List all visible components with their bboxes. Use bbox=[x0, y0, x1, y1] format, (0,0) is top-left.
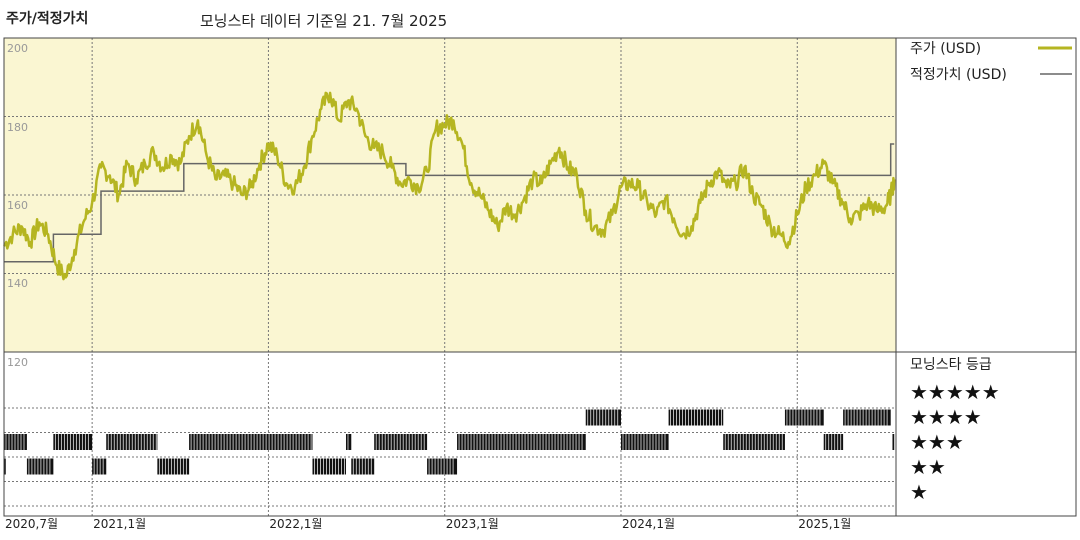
rating-segment-3-stars bbox=[620, 434, 669, 450]
chart-series bbox=[3, 91, 896, 281]
rating-segment-3-stars bbox=[723, 434, 785, 450]
x-axis-ticks: 2020,7월 2021,1월 2022,1월 2023,1월 2024,1월 2025,… bbox=[5, 517, 851, 531]
rating-segment-3-stars bbox=[457, 434, 586, 450]
chart-frame bbox=[3, 37, 1077, 517]
rating-legend-2-stars: ★★ bbox=[910, 455, 946, 479]
rating-bar bbox=[620, 434, 669, 450]
rating-bar bbox=[823, 434, 844, 450]
rating-segment-2-stars bbox=[4, 458, 6, 475]
rating-segment-4-stars bbox=[585, 409, 621, 426]
y-axis-ticks: 200 180 160 140 120 bbox=[7, 42, 28, 369]
rating-legend-4-stars: ★★★★ bbox=[910, 405, 982, 429]
rating-legend-1-star: ★ bbox=[910, 480, 928, 504]
rating-segment-3-stars bbox=[892, 434, 895, 450]
rating-segment-3-stars bbox=[374, 434, 428, 450]
y-tick-label: 140 bbox=[7, 277, 28, 290]
rating-segment-2-stars bbox=[312, 458, 346, 475]
rating-bar bbox=[585, 409, 621, 426]
y-tick-label: 200 bbox=[7, 42, 28, 55]
rating-bar bbox=[4, 434, 27, 450]
rating-segment-3-stars bbox=[106, 434, 158, 450]
rating-segment-4-stars bbox=[668, 409, 724, 426]
rating-bar bbox=[92, 458, 107, 475]
chart-outer-border bbox=[3, 37, 1077, 517]
price-line bbox=[3, 91, 896, 281]
rating-bar bbox=[374, 434, 428, 450]
rating-bar bbox=[427, 458, 458, 475]
rating-bar bbox=[345, 434, 352, 450]
rating-segment-3-stars bbox=[4, 434, 27, 450]
legend: 주가 (USD) 적정가치 (USD) 모닝스타 등급 ★★★★★ ★★★★ ★… bbox=[910, 41, 1072, 504]
x-tick-label: 2020,7월 bbox=[5, 517, 58, 531]
chart-title: 주가/적정가치 bbox=[6, 11, 89, 27]
rating-bar bbox=[723, 434, 785, 450]
rating-segment-3-stars bbox=[823, 434, 844, 450]
chart-grid bbox=[4, 38, 896, 516]
rating-bar bbox=[784, 409, 824, 426]
legend-fair-value-label: 적정가치 (USD) bbox=[910, 67, 1007, 83]
x-tick-label: 2025,1월 bbox=[798, 517, 851, 531]
rating-bar bbox=[351, 458, 375, 475]
x-tick-label: 2021,1월 bbox=[93, 517, 146, 531]
rating-bar bbox=[892, 434, 895, 450]
rating-segment-4-stars bbox=[784, 409, 824, 426]
x-tick-label: 2023,1월 bbox=[446, 517, 499, 531]
rating-bar bbox=[843, 409, 891, 426]
y-tick-label: 160 bbox=[7, 199, 28, 212]
rating-bar bbox=[53, 434, 93, 450]
fair-value-line bbox=[4, 143, 895, 263]
rating-segment-3-stars bbox=[345, 434, 352, 450]
rating-segment-2-stars bbox=[427, 458, 458, 475]
rating-history-panel bbox=[4, 409, 895, 475]
x-tick-label: 2022,1월 bbox=[269, 517, 322, 531]
rating-legend-5-stars: ★★★★★ bbox=[910, 380, 1000, 404]
rating-segment-3-stars bbox=[189, 434, 313, 450]
rating-segment-3-stars bbox=[53, 434, 93, 450]
legend-price-label: 주가 (USD) bbox=[910, 41, 981, 57]
y-tick-label: 120 bbox=[7, 356, 28, 369]
rating-segment-2-stars bbox=[26, 458, 54, 475]
rating-legend-3-stars: ★★★ bbox=[910, 430, 964, 454]
rating-segment-2-stars bbox=[157, 458, 190, 475]
rating-bar bbox=[457, 434, 586, 450]
rating-legend-title: 모닝스타 등급 bbox=[910, 357, 992, 373]
rating-segment-4-stars bbox=[843, 409, 891, 426]
rating-bar bbox=[26, 458, 54, 475]
rating-segment-2-stars bbox=[351, 458, 375, 475]
rating-segment-2-stars bbox=[92, 458, 107, 475]
data-date-subtitle: 모닝스타 데이터 기준일 21. 7월 2025 bbox=[200, 12, 448, 30]
rating-bar bbox=[4, 458, 6, 475]
y-tick-label: 180 bbox=[7, 121, 28, 134]
x-tick-label: 2024,1월 bbox=[622, 517, 675, 531]
